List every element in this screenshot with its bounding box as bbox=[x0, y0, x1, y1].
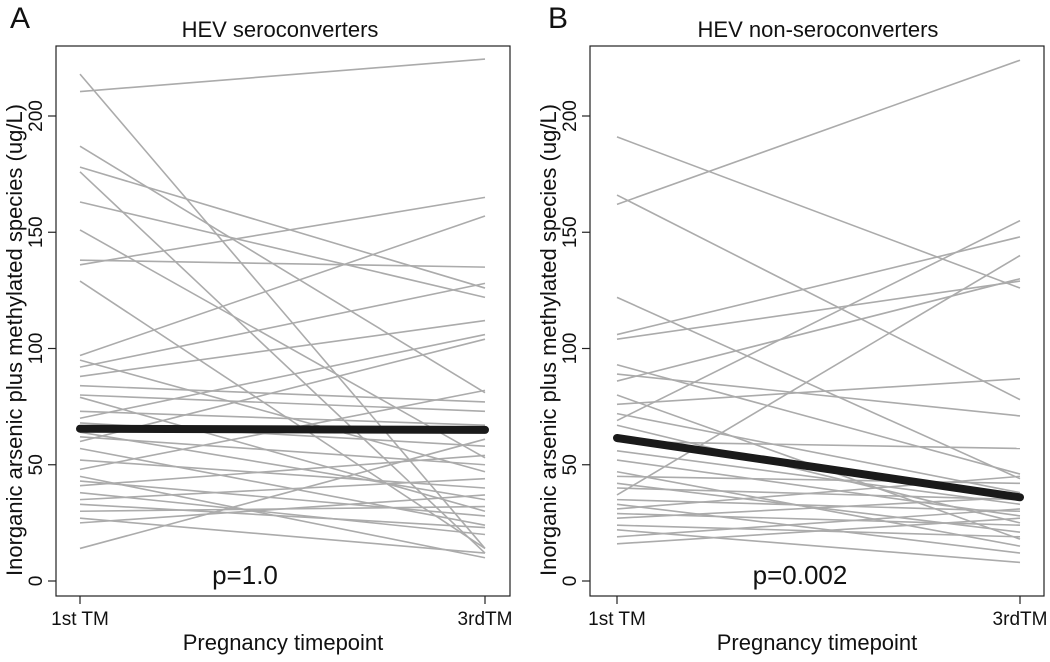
series-line-s21 bbox=[79, 431, 486, 501]
series-line-s29 bbox=[79, 454, 486, 487]
y-tick-label: 100 bbox=[26, 333, 47, 365]
series-line-s23 bbox=[79, 338, 486, 443]
series-line-s7 bbox=[79, 229, 486, 459]
series-line-s34 bbox=[79, 517, 486, 554]
x-tick-label: 1st TM bbox=[588, 609, 646, 630]
series-line-s8 bbox=[616, 373, 1021, 417]
series-line-s14 bbox=[79, 319, 486, 378]
series-line-s27 bbox=[79, 475, 486, 559]
series-line-s5 bbox=[79, 171, 486, 554]
y-tick-label: 150 bbox=[560, 216, 581, 248]
series-line-s13 bbox=[79, 282, 486, 368]
series-line-s24 bbox=[616, 503, 1021, 554]
series-line-s36 bbox=[79, 438, 486, 550]
series-line-s19 bbox=[79, 333, 486, 420]
y-tick-label: 200 bbox=[560, 100, 581, 132]
y-axis-label: Inorganic arsenic plus methylated specie… bbox=[536, 104, 561, 576]
series-line-s6 bbox=[616, 280, 1021, 340]
series-line-s16 bbox=[79, 394, 486, 413]
series-line-s23 bbox=[616, 498, 1021, 513]
series-line-s24 bbox=[79, 447, 486, 526]
x-tick-label: 1st TM bbox=[51, 609, 109, 630]
individual-series-group bbox=[79, 58, 486, 559]
series-line-s4 bbox=[616, 296, 1021, 480]
mean-line bbox=[76, 424, 489, 434]
series-line-s32 bbox=[79, 503, 486, 529]
series-line-s11 bbox=[616, 377, 1021, 406]
series-line-s3 bbox=[616, 194, 1021, 401]
y-tick-label: 50 bbox=[560, 454, 581, 475]
series-line-s1 bbox=[79, 58, 486, 93]
series-line-s28 bbox=[79, 480, 486, 517]
series-line-s11 bbox=[79, 215, 486, 357]
y-tick-label: 0 bbox=[26, 576, 47, 587]
series-line-s10 bbox=[79, 280, 486, 550]
series-line-s9 bbox=[79, 196, 486, 266]
series-line-s17 bbox=[79, 396, 486, 513]
y-tick-label: 0 bbox=[560, 576, 581, 587]
series-line-s29 bbox=[616, 529, 1021, 564]
series-line-s8 bbox=[79, 259, 486, 268]
series-line-s15 bbox=[79, 384, 486, 403]
series-line-s25 bbox=[616, 475, 1021, 510]
x-tick-label: 3rdTM bbox=[458, 609, 513, 630]
series-line-s13 bbox=[616, 219, 1021, 422]
series-line-s22 bbox=[616, 254, 1021, 496]
plot-frame bbox=[55, 45, 511, 597]
series-line-s6 bbox=[79, 201, 486, 299]
x-axis-label: Pregnancy timepoint bbox=[717, 630, 918, 655]
series-line-s27 bbox=[616, 496, 1021, 520]
p-value-annotation: p=0.002 bbox=[753, 560, 848, 590]
panel-label: A bbox=[10, 2, 30, 35]
series-line-s2 bbox=[616, 136, 1021, 289]
chart-title: HEV seroconverters bbox=[182, 17, 379, 42]
series-line-s2 bbox=[79, 73, 486, 549]
series-line-s31 bbox=[616, 517, 1021, 545]
series-line-s30 bbox=[616, 508, 1021, 538]
series-line-s7 bbox=[616, 364, 1021, 475]
series-line-s25 bbox=[79, 459, 486, 489]
panel-b: B HEV non-seroconverters 0 50 100 150 200Inorg… bbox=[536, 2, 1047, 655]
mean-line bbox=[613, 434, 1024, 502]
y-tick-label: 200 bbox=[26, 100, 47, 132]
chart-title: HEV non-seroconverters bbox=[698, 17, 939, 42]
panel-label: B bbox=[548, 2, 568, 35]
series-line-s16 bbox=[616, 450, 1021, 506]
y-tick-label: 150 bbox=[26, 216, 47, 248]
plot-frame bbox=[589, 45, 1045, 597]
series-line-s12 bbox=[616, 412, 1021, 494]
series-line-s21 bbox=[616, 487, 1021, 501]
x-axis-label: Pregnancy timepoint bbox=[183, 630, 384, 655]
y-tick-label: 100 bbox=[560, 333, 581, 365]
series-line-s31 bbox=[79, 477, 486, 501]
p-value-annotation: p=1.0 bbox=[212, 560, 278, 590]
individual-series-group bbox=[616, 59, 1021, 564]
series-line-s17 bbox=[616, 459, 1021, 517]
series-line-s30 bbox=[79, 491, 486, 536]
series-line-s4 bbox=[79, 166, 486, 289]
series-line-s35 bbox=[79, 494, 486, 524]
series-line-s1 bbox=[616, 59, 1021, 206]
y-tick-label: 50 bbox=[26, 454, 47, 475]
series-line-s18 bbox=[616, 470, 1021, 547]
series-line-s15 bbox=[616, 440, 1021, 450]
y-axis-label: Inorganic arsenic plus methylated specie… bbox=[2, 104, 27, 576]
panel-a: A HEV seroconverters 0 50 100 150 200Inorganic… bbox=[2, 2, 512, 655]
x-tick-label: 3rdTM bbox=[993, 609, 1048, 630]
series-line-s18 bbox=[79, 410, 486, 427]
series-line-s12 bbox=[79, 359, 486, 473]
